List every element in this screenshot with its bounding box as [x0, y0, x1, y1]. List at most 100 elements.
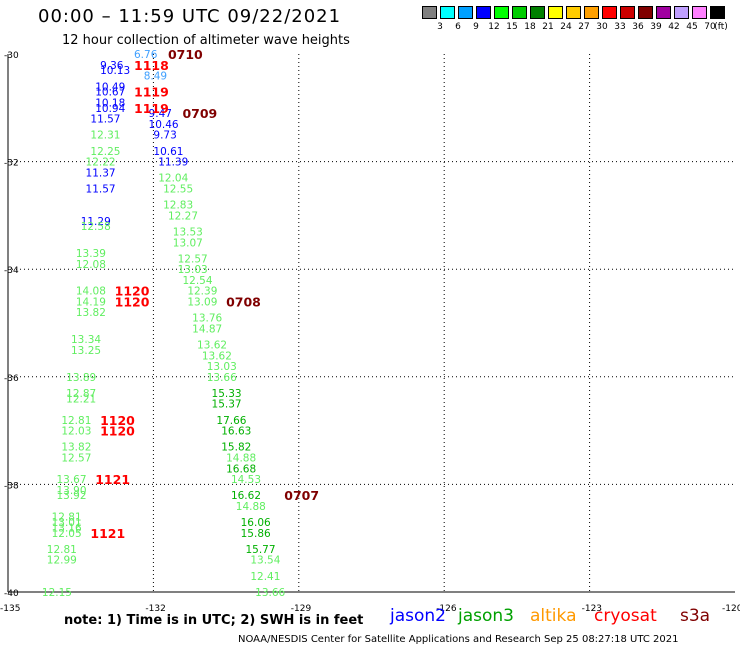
wave-height-value: 13.54: [250, 555, 280, 567]
wave-height-value: 12.81: [61, 415, 91, 427]
latitude-label: -40: [4, 589, 19, 599]
wave-height-value: 16.68: [226, 463, 256, 475]
wave-height-value: 13.76: [192, 313, 222, 325]
wave-height-value: 10.67: [95, 87, 125, 99]
wave-height-value: 11.57: [86, 184, 116, 196]
wave-height-value: 15.82: [221, 442, 251, 454]
legend-label: 30: [596, 22, 608, 32]
legend-swatch: [440, 6, 455, 19]
legend-label: 45: [686, 22, 698, 32]
wave-height-value: 14.87: [192, 323, 222, 335]
pass-time-label: 1120: [100, 413, 135, 428]
longitude-label: -123: [582, 604, 602, 614]
latitude-label: -30: [4, 51, 19, 61]
wave-height-value: 13.66: [207, 372, 237, 384]
wave-height-value: 12.21: [66, 393, 96, 405]
legend-swatch: [656, 6, 671, 19]
wave-height-value: 11.37: [86, 167, 116, 179]
longitude-label: -135: [0, 604, 20, 614]
wave-height-value: 9.73: [153, 130, 176, 142]
wave-height-value: 12.04: [158, 173, 188, 185]
legend-label: 21: [542, 22, 554, 32]
legend-swatch: [674, 6, 689, 19]
legend-label: 18: [524, 22, 536, 32]
pass-time-label: 1121: [90, 526, 125, 541]
legend-label: 39: [650, 22, 662, 32]
pass-time-label: 0708: [226, 294, 261, 309]
wave-height-value: 10.61: [153, 146, 183, 158]
wave-height-value: 13.90: [56, 485, 86, 497]
legend-swatch: [584, 6, 599, 19]
wave-height-value: 12.08: [76, 259, 106, 271]
wave-height-value: 12.41: [250, 571, 280, 583]
wave-height-value: 16.06: [241, 517, 271, 529]
legend-swatch: [710, 6, 725, 19]
wave-height-value: 13.82: [76, 307, 106, 319]
pass-time-label: 0707: [284, 488, 319, 503]
legend-label: (ft): [714, 22, 728, 32]
wave-height-value: 14.88: [236, 501, 266, 513]
wave-height-value: 12.05: [52, 528, 82, 540]
mission-jason2: jason2: [390, 606, 446, 626]
wave-height-value: 14.19: [76, 296, 106, 308]
wave-height-value: 12.58: [81, 221, 111, 233]
pass-time-label: 1120: [100, 424, 135, 439]
legend-swatch: [494, 6, 509, 19]
wave-height-value: 12.81: [47, 544, 77, 556]
pass-time-label: 1120: [115, 284, 150, 299]
legend-label: 70: [704, 22, 716, 32]
wave-height-value: 13.62: [202, 350, 232, 362]
legend-swatch: [638, 6, 653, 19]
longitude-label: -126: [436, 604, 457, 614]
wave-height-value: 13.92: [56, 490, 86, 502]
pass-time-labels: 0710070907080707111811191119112011201120…: [90, 47, 319, 541]
wave-height-value: 9.36: [100, 60, 124, 72]
wave-height-value: 9.47: [149, 108, 172, 120]
wave-height-value: 13.82: [61, 442, 91, 454]
subtitle: 12 hour collection of altimeter wave hei…: [62, 33, 350, 48]
map-grid: [7, 54, 735, 593]
wave-height-value: 13.62: [197, 340, 227, 352]
wave-height-value: 12.15: [42, 587, 72, 599]
legend-swatch: [602, 6, 617, 19]
wave-height-value: 8.49: [144, 71, 167, 83]
wave-height-value: 12.81: [52, 512, 82, 524]
wave-height-value: 15.86: [241, 528, 271, 540]
wave-height-value: 15.33: [212, 388, 242, 400]
wave-height-value: 13.03: [178, 264, 208, 276]
units-note: note: 1) Time is in UTC; 2) SWH is in fe…: [64, 613, 364, 628]
longitude-label: -132: [145, 604, 165, 614]
pass-time-label: 0710: [168, 47, 203, 62]
wave-height-value: 14.88: [226, 453, 256, 465]
legend-swatch: [458, 6, 473, 19]
wave-height-value: 13.25: [71, 345, 101, 357]
wave-height-value: 13.07: [173, 237, 203, 249]
longitude-label: -129: [291, 604, 312, 614]
legend-swatch: [530, 6, 545, 19]
wave-height-value: 10.94: [95, 103, 125, 115]
legend-swatch: [692, 6, 707, 19]
wave-height-value: 10.49: [95, 81, 125, 93]
wave-height-value: 10.46: [149, 119, 179, 131]
legend-swatch: [476, 6, 491, 19]
legend-swatch: [566, 6, 581, 19]
legend-label: 9: [473, 22, 479, 32]
legend-label: 33: [614, 22, 626, 32]
wave-height-value: 6.76: [134, 49, 158, 61]
wave-height-value: 12.03: [61, 426, 91, 438]
wave-height-value: 12.39: [187, 286, 217, 298]
wave-height-value: 11.39: [158, 157, 188, 169]
wave-height-value: 12.57: [61, 453, 91, 465]
pass-time-label: 1118: [134, 58, 169, 73]
wave-height-value: 13.39: [76, 248, 106, 260]
wave-height-value: 14.08: [76, 286, 106, 298]
wave-height-value: 12.27: [168, 210, 198, 222]
wave-height-value: 12.22: [86, 157, 116, 169]
wave-height-value: 13.16: [52, 522, 82, 534]
wave-height-value: 10.18: [95, 97, 125, 109]
wave-height-value: 10.13: [100, 65, 130, 77]
wave-height-value: 13.34: [71, 334, 101, 346]
legend-label: 3: [437, 22, 443, 32]
